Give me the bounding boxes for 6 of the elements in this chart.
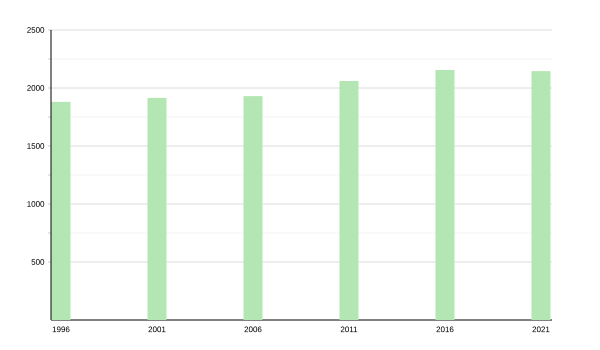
bar [435,70,454,320]
bar [51,102,70,320]
bar [531,71,550,320]
bar [147,98,166,320]
bar [339,81,358,320]
bar [243,96,262,320]
